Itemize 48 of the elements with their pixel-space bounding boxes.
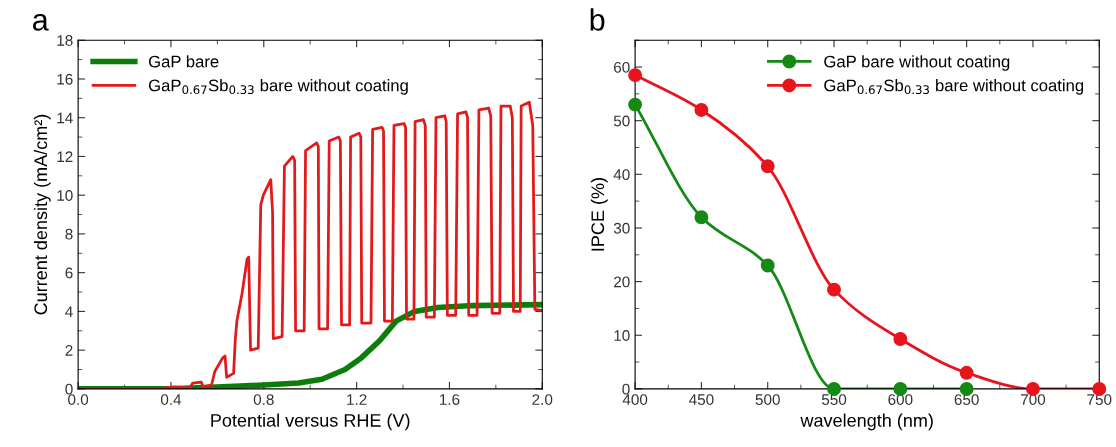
y-tick-label: 30 xyxy=(613,222,630,234)
x-tick-label: 0.8 xyxy=(253,394,274,405)
y-tick-label: 18 xyxy=(57,35,73,46)
y-tick-label: 60 xyxy=(614,61,630,73)
y-tick-label: 10 xyxy=(57,190,73,201)
x-tick-label: 500 xyxy=(755,394,780,405)
y-tick-label: 16 xyxy=(57,73,73,85)
y-axis-title: IPCE (%) xyxy=(590,178,608,251)
x-tick-label: 2.0 xyxy=(532,394,553,405)
point xyxy=(628,68,643,83)
point xyxy=(959,365,974,380)
y-tick-label: 8 xyxy=(65,228,73,240)
point xyxy=(694,103,709,117)
x-tick-label: 600 xyxy=(888,394,913,405)
point xyxy=(893,332,908,346)
y-tick-label: 50 xyxy=(613,115,630,127)
point xyxy=(760,159,775,174)
y-tick-label: 0 xyxy=(622,383,630,395)
x-tick-label: 0.4 xyxy=(160,394,182,405)
y-axis-title: Current density (mA/cm²) xyxy=(33,114,51,315)
legend-label: GaP bare xyxy=(148,55,219,68)
x-tick-label: 450 xyxy=(689,394,714,405)
y-tick-label: 10 xyxy=(614,330,630,341)
x-tick-label: 1.6 xyxy=(439,394,460,405)
y-tick-label: 20 xyxy=(614,276,630,288)
y-tick-label: 4 xyxy=(65,306,73,317)
x-tick-label: 650 xyxy=(954,394,979,405)
y-tick-label: 14 xyxy=(57,112,73,124)
x-tick-label: 400 xyxy=(622,394,648,405)
y-tick-label: 12 xyxy=(57,151,73,162)
text: a xyxy=(33,13,49,31)
x-axis-title: Potential versus RHE (V) xyxy=(211,413,410,431)
x-tick-label: 700 xyxy=(1020,394,1046,405)
y-tick-label: 40 xyxy=(613,169,630,181)
legend-label: GaP$_{0.67}$Sb$_{0.33}$ bare without coating xyxy=(148,79,408,95)
point xyxy=(628,97,643,112)
y-tick-label: 0 xyxy=(65,383,73,395)
y-tick-label: 2 xyxy=(65,345,73,356)
text: b xyxy=(590,8,605,31)
x-tick-label: 0.0 xyxy=(68,394,89,405)
legend-label: GaP$_{0.67}$Sb$_{0.33}$ bare without coating xyxy=(824,79,1084,95)
point xyxy=(827,282,841,297)
point xyxy=(760,258,775,273)
x-axis-title: wavelength (nm) xyxy=(800,413,933,431)
y-tick-label: 6 xyxy=(65,267,73,279)
legend-label: GaP bare without coating xyxy=(824,55,1010,71)
point xyxy=(694,210,709,225)
x-tick-label: 1.2 xyxy=(347,394,367,405)
